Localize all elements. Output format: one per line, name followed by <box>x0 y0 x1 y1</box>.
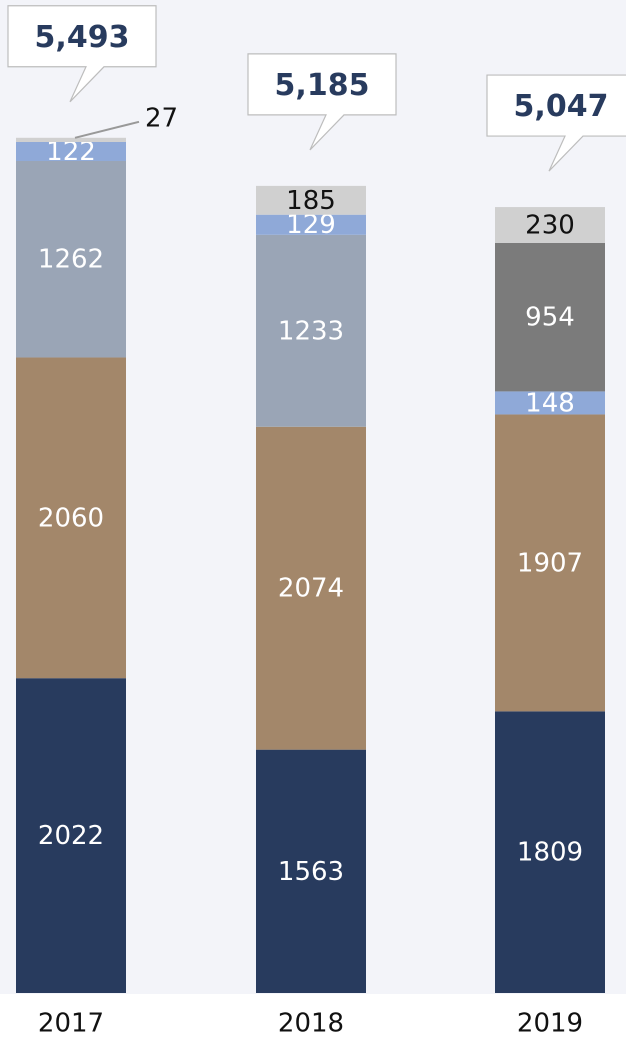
data-label: 129 <box>286 210 336 240</box>
x-tick-label: 2018 <box>278 1009 344 1039</box>
bar-segment <box>16 137 126 142</box>
bar-segment <box>495 391 605 415</box>
bar-segment <box>495 711 605 993</box>
data-label: 1809 <box>517 838 583 868</box>
callout-box <box>486 74 626 172</box>
data-label: 2074 <box>278 574 344 604</box>
data-label: 185 <box>286 186 336 216</box>
x-tick-label: 2017 <box>38 1009 104 1039</box>
data-label: 1907 <box>517 548 583 578</box>
data-label: 1563 <box>278 857 344 887</box>
bar-segment <box>256 234 366 427</box>
data-label: 954 <box>525 303 575 333</box>
data-label: 230 <box>525 210 575 240</box>
callout-box <box>247 53 397 151</box>
data-label: 1233 <box>278 316 344 346</box>
bar-segment <box>16 678 126 993</box>
bar-segment <box>495 414 605 712</box>
leader-line <box>74 120 140 139</box>
total-label: 5,493 <box>35 20 130 55</box>
callout-box <box>7 5 157 103</box>
bar-segment <box>256 214 366 235</box>
data-label: 1262 <box>38 245 104 275</box>
bar-segment <box>16 357 126 679</box>
bar-segment <box>256 426 366 750</box>
bar-segment <box>16 141 126 161</box>
bar-segment <box>495 242 605 392</box>
data-label: 2022 <box>38 821 104 851</box>
bar-segment <box>495 207 605 243</box>
x-tick-label: 2019 <box>517 1009 583 1039</box>
data-label: 148 <box>525 388 575 418</box>
bar-segment <box>256 749 366 993</box>
data-label: 27 <box>145 103 178 133</box>
total-label: 5,185 <box>275 68 370 103</box>
bar-segment <box>16 160 126 358</box>
total-label: 5,047 <box>514 89 609 124</box>
bar-segment <box>256 185 366 215</box>
data-label: 2060 <box>38 503 104 533</box>
